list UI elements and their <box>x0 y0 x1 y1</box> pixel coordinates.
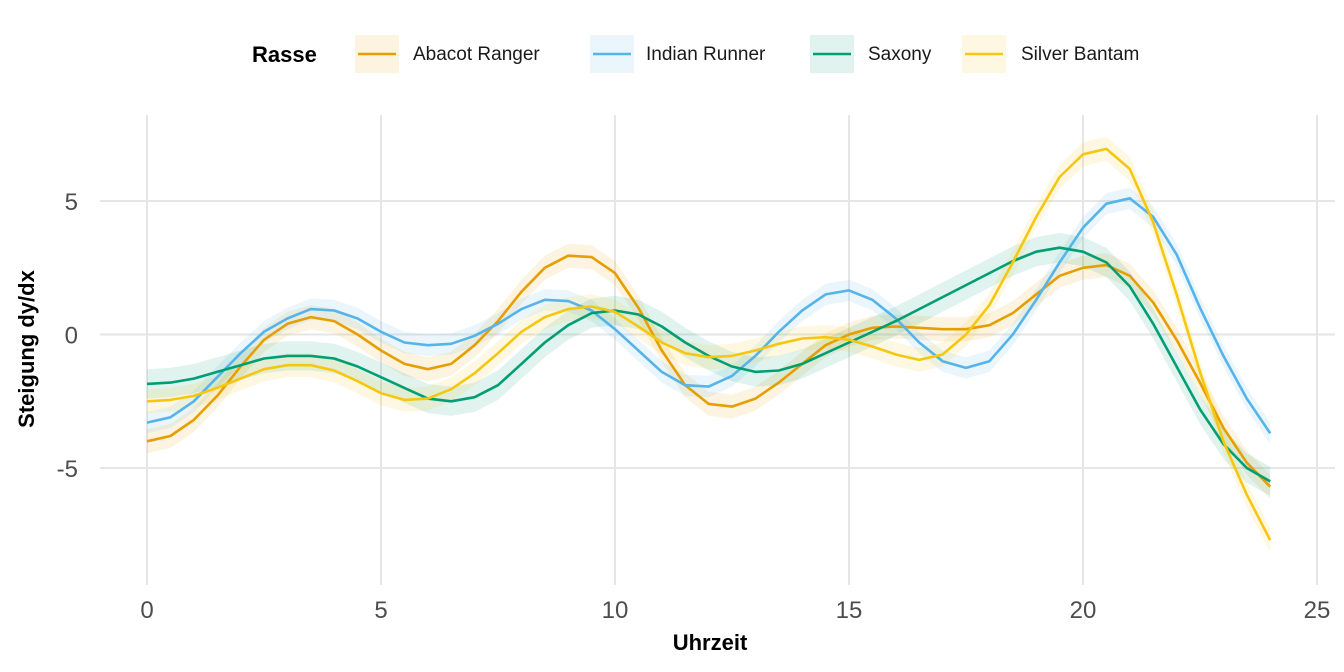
legend-title: Rasse <box>252 42 317 67</box>
y-tick-label: 0 <box>65 323 78 350</box>
legend-label: Indian Runner <box>646 44 766 65</box>
x-tick-label: 0 <box>140 597 153 624</box>
tick-labels: 0 5 10 15 20 25 -5 0 5 <box>57 189 1331 624</box>
band-indian-runner <box>147 187 1271 444</box>
x-axis-title: Uhrzeit <box>673 630 748 655</box>
series-lines <box>146 147 1272 541</box>
legend-label: Abacot Ranger <box>413 44 540 65</box>
legend[interactable]: Rasse Abacot Ranger Indian Runner Saxony Si… <box>252 35 1139 73</box>
x-tick-label: 25 <box>1304 597 1331 624</box>
x-tick-label: 10 <box>602 597 629 624</box>
gridlines <box>100 115 1335 585</box>
line-indian-runner <box>146 197 1272 435</box>
y-tick-label: 5 <box>65 189 78 216</box>
legend-item-indian-runner[interactable]: Indian Runner <box>590 35 766 73</box>
legend-item-silver-bantam[interactable]: Silver Bantam <box>962 35 1139 73</box>
line-silver-bantam <box>146 147 1272 541</box>
legend-item-saxony[interactable]: Saxony <box>810 35 932 73</box>
legend-item-abacot-ranger[interactable]: Abacot Ranger <box>355 35 540 73</box>
x-tick-label: 20 <box>1070 597 1097 624</box>
band-saxony <box>147 233 1271 496</box>
confidence-bands <box>147 136 1271 553</box>
y-tick-label: -5 <box>57 456 78 483</box>
line-abacot-ranger <box>146 254 1272 488</box>
legend-label: Saxony <box>868 44 932 65</box>
x-tick-label: 5 <box>374 597 387 624</box>
x-tick-label: 15 <box>836 597 863 624</box>
legend-label: Silver Bantam <box>1021 44 1139 65</box>
y-axis-title: Steigung dy/dx <box>14 269 39 427</box>
